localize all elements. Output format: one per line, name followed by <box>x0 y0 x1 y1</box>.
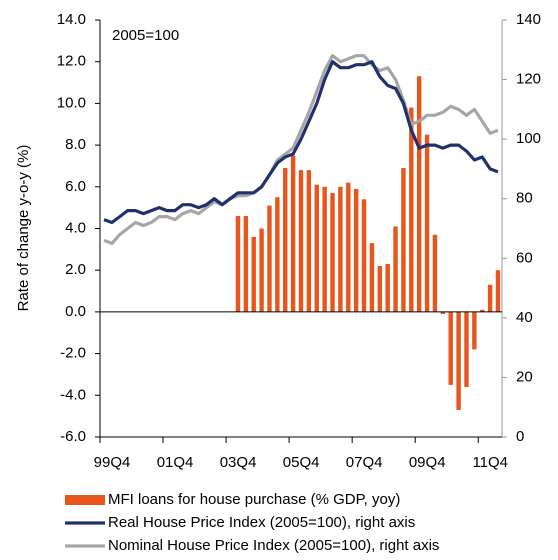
y-tick-label: -4.0 <box>60 386 86 403</box>
y-tick-label: 12.0 <box>57 53 86 70</box>
bar <box>283 168 288 312</box>
x-tick-label: 05Q4 <box>283 454 320 471</box>
x-tick-label: 99Q4 <box>94 454 131 471</box>
bar <box>290 155 296 312</box>
y-tick-label: 10.0 <box>57 94 86 111</box>
bar <box>338 186 343 312</box>
bar <box>385 263 390 312</box>
legend-label: MFI loans for house purchase (% GDP, yoy… <box>108 491 400 508</box>
bar <box>369 243 375 312</box>
y2-tick-label: 0 <box>516 428 524 445</box>
y2-tick-label: 120 <box>516 71 541 88</box>
bar <box>464 311 469 387</box>
line-series <box>103 60 499 225</box>
bar <box>432 234 438 312</box>
y-tick-label: 0.0 <box>65 303 86 320</box>
bar <box>235 215 241 312</box>
bar <box>243 215 249 312</box>
bar <box>259 228 264 312</box>
y2-tick-label: 100 <box>516 130 541 147</box>
y-tick-label: -2.0 <box>60 345 86 362</box>
bar <box>417 76 422 312</box>
bar <box>298 170 304 312</box>
y-tick-label: -6.0 <box>60 428 86 445</box>
legend-swatch <box>65 495 105 505</box>
bar <box>322 186 327 312</box>
annotation: 2005=100 <box>112 27 179 44</box>
y2-tick-label: 40 <box>516 309 533 326</box>
y-tick-label: 4.0 <box>65 219 86 236</box>
legend-label: Nominal House Price Index (2005=100), ri… <box>108 537 439 554</box>
bar <box>495 270 501 312</box>
bar <box>480 309 485 312</box>
bar <box>440 311 446 314</box>
bar <box>409 107 414 312</box>
y2-tick-label: 20 <box>516 368 533 385</box>
bar <box>267 205 272 312</box>
bar <box>472 311 477 350</box>
y-tick-label: 2.0 <box>65 261 86 278</box>
x-tick-label: 11Q4 <box>472 454 508 471</box>
y2-tick-label: 60 <box>516 249 533 266</box>
bar <box>306 170 312 312</box>
bar <box>361 199 367 312</box>
y-tick-label: 6.0 <box>65 178 86 195</box>
x-tick-label: 01Q4 <box>157 454 194 471</box>
bar <box>393 226 398 312</box>
y2-tick-label: 80 <box>516 190 533 207</box>
x-tick-label: 09Q4 <box>409 454 446 471</box>
bar <box>448 311 453 385</box>
y-tick-label: 8.0 <box>65 136 86 153</box>
bar <box>330 193 335 312</box>
bar <box>487 284 493 312</box>
bar <box>424 134 430 312</box>
line-series <box>103 54 499 245</box>
bar <box>401 168 406 312</box>
bar <box>275 197 280 312</box>
bar <box>251 236 256 312</box>
bar <box>314 184 319 312</box>
x-tick-label: 03Q4 <box>220 454 257 471</box>
bar <box>346 182 351 312</box>
bar <box>377 266 382 312</box>
y-axis-title: Rate of change y-o-y (%) <box>15 145 32 312</box>
y2-tick-label: 140 <box>516 11 541 28</box>
bar <box>456 311 461 410</box>
y-tick-label: 14.0 <box>57 11 86 28</box>
bar <box>353 188 359 312</box>
legend-label: Real House Price Index (2005=100), right… <box>108 514 415 531</box>
x-tick-label: 07Q4 <box>346 454 383 471</box>
